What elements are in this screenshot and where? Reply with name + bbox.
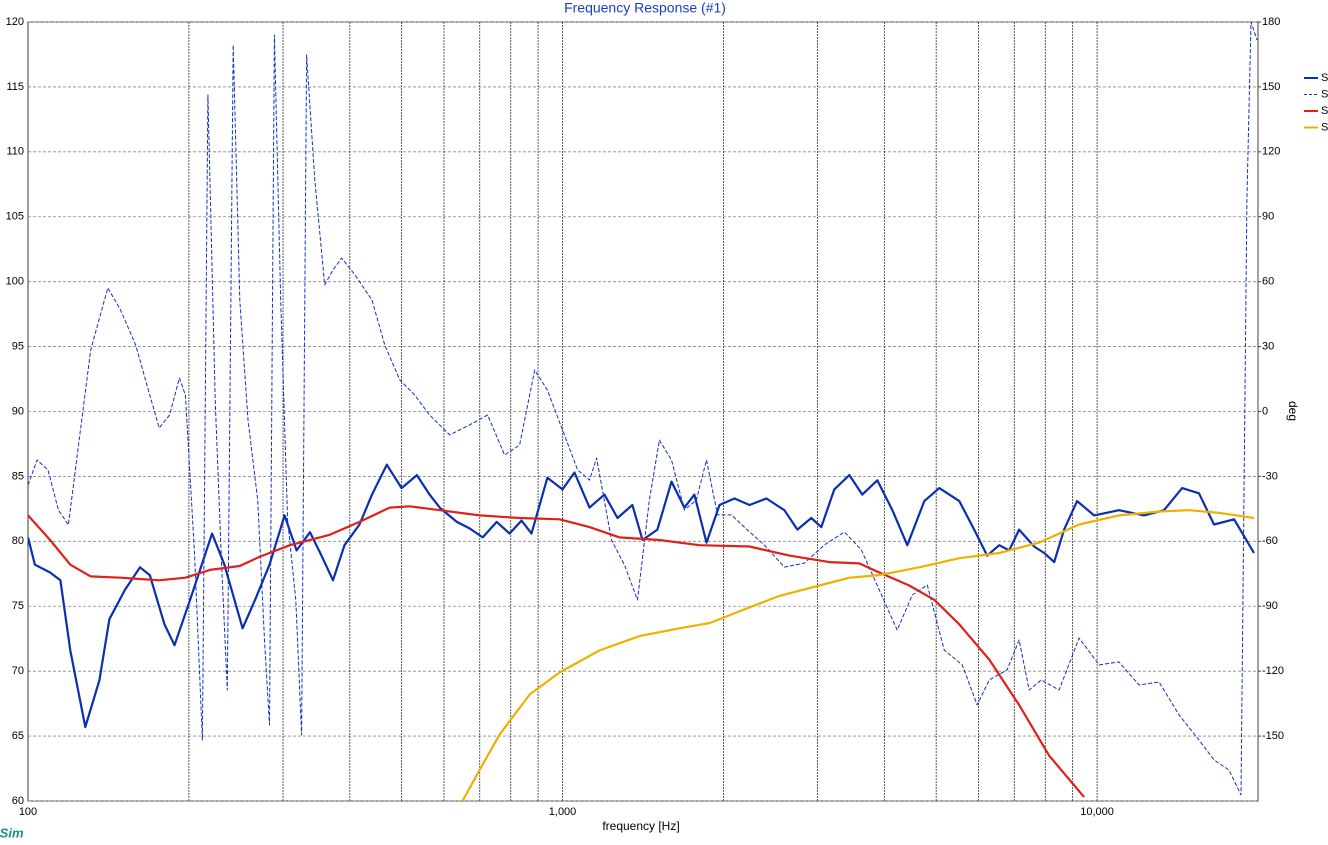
series-line — [461, 509, 1255, 801]
y-tick-label: 115 — [6, 81, 24, 93]
y2-tick-label: 60 — [1262, 276, 1274, 288]
series-line — [28, 505, 1085, 798]
legend-label: S — [1321, 72, 1328, 84]
y-tick-label: 70 — [12, 665, 24, 677]
y2-tick-label: 180 — [1262, 16, 1280, 28]
y2-tick-label: 150 — [1262, 81, 1280, 93]
y2-tick-label: -150 — [1262, 730, 1284, 742]
y2-tick-label: 120 — [1262, 146, 1280, 158]
y-tick-label: 95 — [12, 340, 24, 352]
y-tick-label: 100 — [6, 276, 24, 288]
legend-label: S — [1321, 121, 1328, 133]
series-line — [28, 463, 1255, 729]
y2-tick-label: -60 — [1262, 535, 1278, 547]
y2-tick-label: -90 — [1262, 600, 1278, 612]
y-tick-label: 75 — [12, 600, 24, 612]
y-tick-label: 80 — [12, 535, 24, 547]
y2-tick-label: -30 — [1262, 470, 1278, 482]
y2-axis-label: deg — [1286, 401, 1300, 421]
y2-tick-label: 90 — [1262, 211, 1274, 223]
y-tick-label: 110 — [6, 146, 24, 158]
y-tick-label: 85 — [12, 470, 24, 482]
legend-label: S — [1321, 105, 1328, 117]
series-line — [28, 22, 1258, 796]
y-tick-label: 120 — [6, 16, 24, 28]
x-axis-label: frequency [Hz] — [602, 819, 679, 833]
x-tick-label: 100 — [19, 806, 37, 818]
legend-label: S — [1321, 88, 1328, 100]
y-tick-label: 105 — [6, 211, 24, 223]
y-tick-label: 65 — [12, 730, 24, 742]
y2-tick-label: 30 — [1262, 340, 1274, 352]
y2-tick-label: -120 — [1262, 665, 1284, 677]
x-tick-label: 1,000 — [549, 806, 577, 818]
chart-title: Frequency Response (#1) — [564, 0, 726, 16]
y2-tick-label: 0 — [1262, 405, 1268, 417]
y-tick-label: 90 — [12, 405, 24, 417]
brand: XSim — [0, 825, 24, 840]
y-tick-label: 60 — [12, 795, 24, 807]
x-tick-label: 10,000 — [1080, 806, 1114, 818]
